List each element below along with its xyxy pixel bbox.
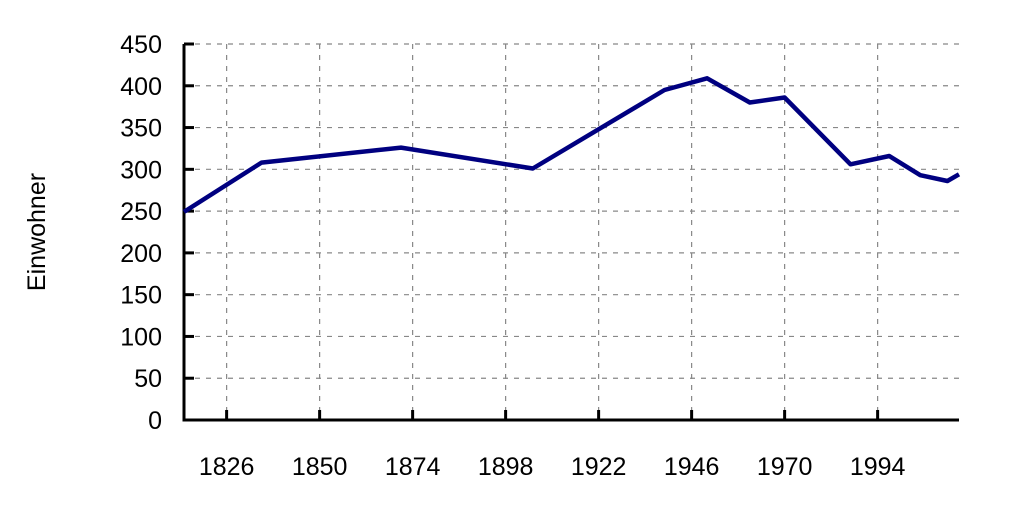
tick-labels: 0 50 100 150 200 250 300 350 400 450 1826 1850 1874 1…	[120, 31, 905, 481]
x-tick-label: 1874	[385, 453, 441, 481]
y-tick-label: 50	[134, 365, 162, 393]
y-tick-label: 0	[148, 407, 162, 435]
y-tick-label: 100	[120, 323, 162, 351]
population-line	[182, 76, 961, 214]
y-tick-label: 400	[120, 73, 162, 101]
y-tick-label: 250	[120, 198, 162, 226]
y-tick-label: 350	[120, 115, 162, 143]
y-tick-label: 150	[120, 282, 162, 310]
y-tick-label: 300	[120, 156, 162, 184]
x-tick-label: 1898	[478, 453, 534, 481]
x-tick-label: 1922	[571, 453, 627, 481]
x-tick-label: 1994	[850, 453, 906, 481]
y-tick-label: 450	[120, 31, 162, 59]
x-tick-label: 1970	[757, 453, 813, 481]
x-tick-label: 1850	[292, 453, 348, 481]
grid	[184, 43, 959, 420]
x-tick-label: 1946	[664, 453, 720, 481]
axes	[182, 42, 959, 422]
series	[182, 76, 961, 214]
y-tick-label: 200	[120, 240, 162, 268]
x-tick-label: 1826	[199, 453, 255, 481]
y-axis-label: Einwohner	[23, 173, 51, 291]
